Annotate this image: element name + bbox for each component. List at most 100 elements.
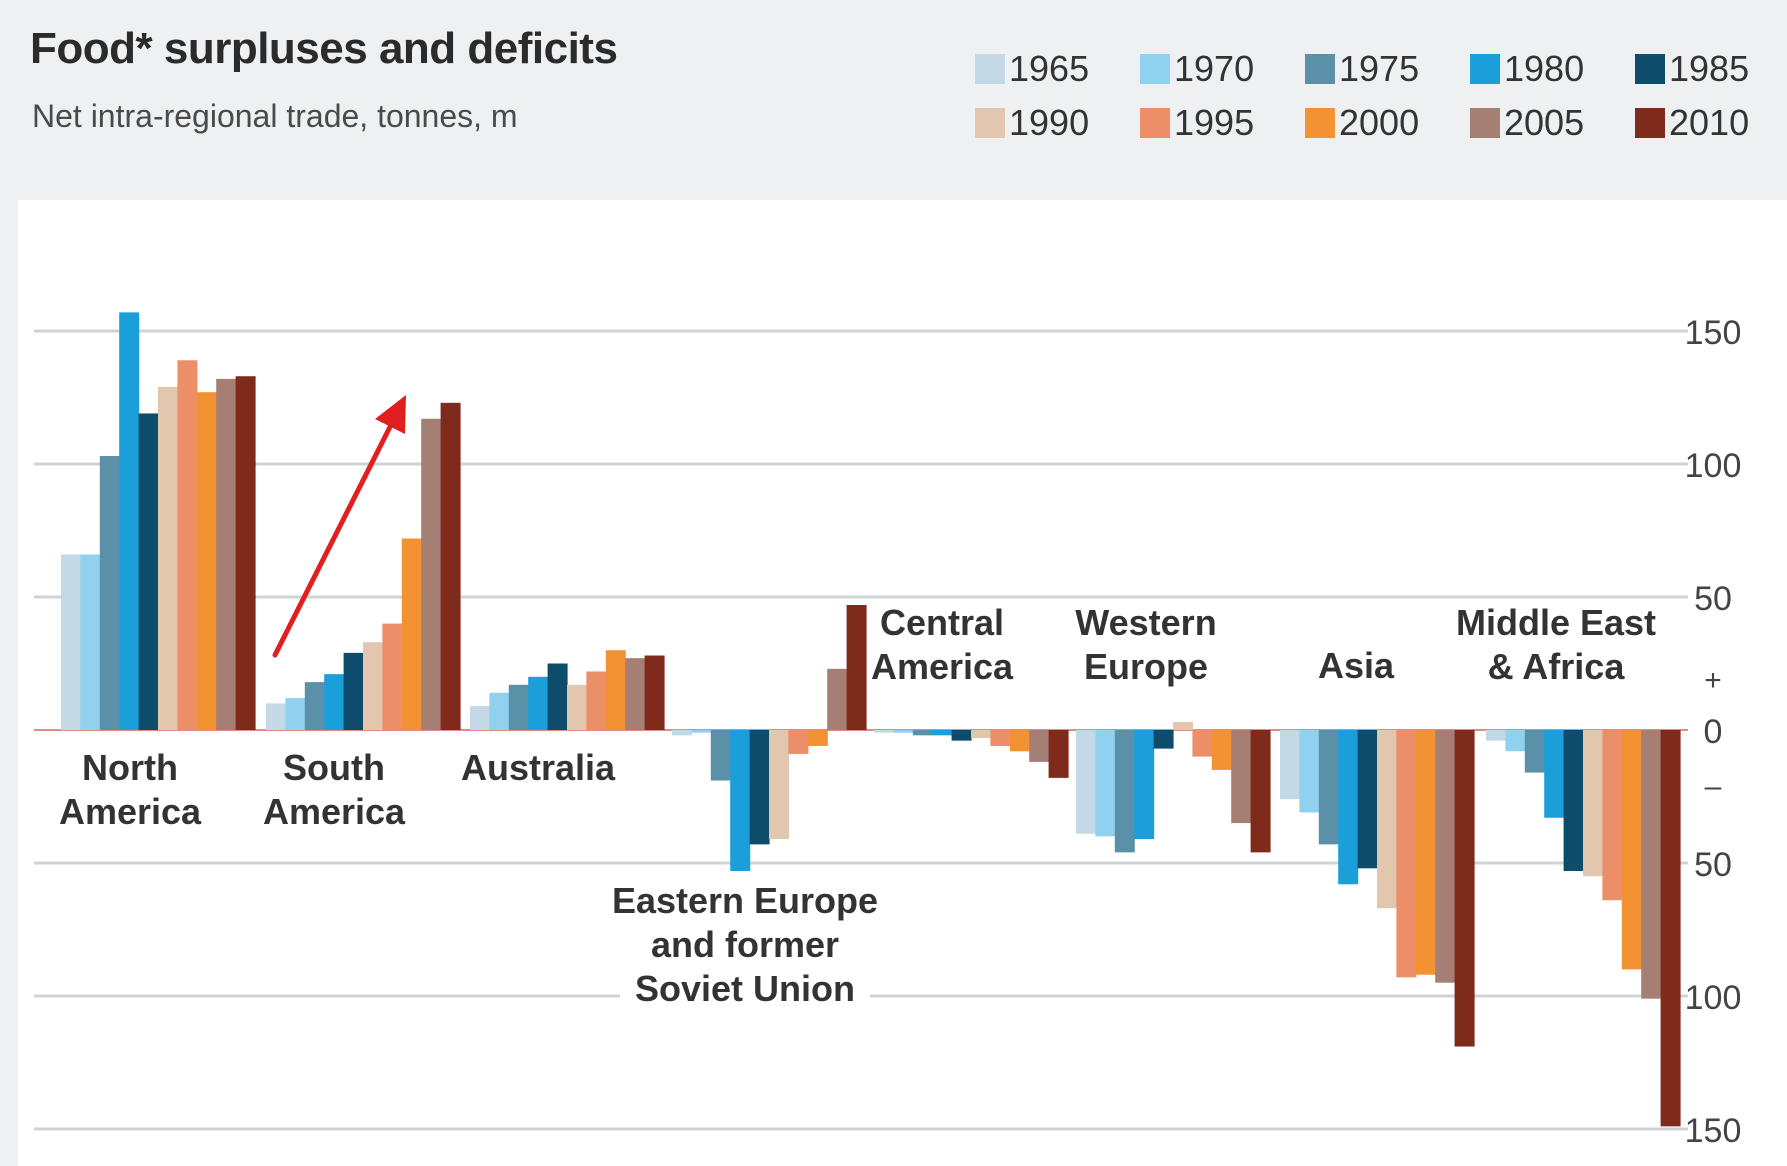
bar-1975 xyxy=(1524,730,1545,773)
bar-1995 xyxy=(788,730,809,754)
bar-1980 xyxy=(1338,730,1359,885)
bar-1980 xyxy=(932,730,953,736)
legend-item-2005: 2005 xyxy=(1470,96,1635,150)
y-tick-label: 50 xyxy=(1694,580,1732,618)
legend-label: 1995 xyxy=(1174,102,1255,143)
bar-1980 xyxy=(1544,730,1565,818)
legend-label: 2000 xyxy=(1339,102,1420,143)
bar-1975 xyxy=(508,684,529,730)
legend-swatch xyxy=(1470,108,1500,138)
y-tick-label: 100 xyxy=(1685,979,1742,1017)
plot-panel: 150 100 50 +0–50 100 150 North America South Amer… xyxy=(18,200,1787,1166)
chart-title: Food* surpluses and deficits xyxy=(30,24,618,73)
bar-1975 xyxy=(304,682,325,730)
bar-2010 xyxy=(440,402,461,730)
legend-swatch xyxy=(975,108,1005,138)
legend-swatch xyxy=(1470,54,1500,84)
legend-item-1990: 1990 xyxy=(975,96,1140,150)
y-tick-label: 50 xyxy=(1694,846,1732,884)
category-label: Eastern Europe and former Soviet Union xyxy=(612,880,878,1009)
bar-1965 xyxy=(470,706,490,730)
category-label-line: Western xyxy=(1075,602,1216,643)
category-label: Middle East & Africa xyxy=(1456,602,1656,687)
category-label-line: America xyxy=(263,791,406,832)
legend-swatch xyxy=(975,54,1005,84)
bar-2010 xyxy=(1454,730,1475,1047)
bar-1970 xyxy=(285,698,306,730)
bar-1970 xyxy=(1095,730,1116,837)
category-label-line: North xyxy=(82,747,178,788)
category-label-line: Asia xyxy=(1318,645,1395,686)
category-label: Central America xyxy=(871,602,1014,687)
bar-1970 xyxy=(1299,730,1320,813)
bar-2000 xyxy=(1009,730,1030,752)
bar-1995 xyxy=(177,360,198,730)
legend-label: 1980 xyxy=(1504,48,1585,89)
bar-1975 xyxy=(1318,730,1339,845)
bar-1990 xyxy=(363,642,383,730)
category-label: North America xyxy=(59,747,202,832)
bar-2000 xyxy=(1211,730,1232,770)
bar-1985 xyxy=(1357,730,1378,869)
legend-item-2010: 2010 xyxy=(1635,96,1787,150)
bar-2000 xyxy=(196,392,217,730)
bar-1990 xyxy=(567,684,587,730)
bar-1990 xyxy=(1377,730,1397,909)
bar-1985 xyxy=(547,663,568,730)
y-tick-label: – xyxy=(1705,770,1722,803)
legend-label: 1990 xyxy=(1009,102,1090,143)
bar-1970 xyxy=(893,730,914,733)
trend-arrow-shaft xyxy=(272,412,399,658)
legend-item-1985: 1985 xyxy=(1635,42,1787,96)
bar-1980 xyxy=(324,674,345,730)
bar-2005 xyxy=(827,668,848,730)
legend-swatch xyxy=(1635,54,1665,84)
legend-label: 1975 xyxy=(1339,48,1420,89)
bar-1985 xyxy=(1563,730,1584,871)
category-label-line: Eastern Europe xyxy=(612,880,878,921)
category-label-line: Soviet Union xyxy=(635,968,855,1009)
legend-swatch xyxy=(1140,108,1170,138)
bar-2005 xyxy=(1641,730,1662,999)
category-label-line: Central xyxy=(880,602,1004,643)
bar-1970 xyxy=(691,730,712,733)
bar-2010 xyxy=(1660,730,1681,1127)
category-label-line: & Africa xyxy=(1488,646,1626,687)
y-tick-label: 150 xyxy=(1685,1112,1742,1150)
legend-swatch xyxy=(1305,108,1335,138)
bar-2010 xyxy=(1250,730,1271,853)
bar-2000 xyxy=(605,650,626,730)
bar-2005 xyxy=(421,418,442,730)
legend-item-1970: 1970 xyxy=(1140,42,1305,96)
bar-1965 xyxy=(672,730,692,736)
bar-1990 xyxy=(769,730,789,840)
category-label: Asia xyxy=(1318,645,1395,686)
legend-label: 2005 xyxy=(1504,102,1585,143)
bar-1970 xyxy=(1505,730,1526,752)
bar-1980 xyxy=(1134,730,1155,840)
bar-1990 xyxy=(158,386,178,730)
y-tick-label: + xyxy=(1704,664,1722,697)
bar-1980 xyxy=(528,676,549,730)
category-label: South America xyxy=(263,747,406,832)
legend-label: 1965 xyxy=(1009,48,1090,89)
bar-1985 xyxy=(951,730,972,741)
category-label-line: America xyxy=(59,791,202,832)
legend-label: 1985 xyxy=(1669,48,1750,89)
category-label: Australia xyxy=(461,747,616,788)
y-tick-label: 100 xyxy=(1685,447,1742,485)
y-tick-label: 0 xyxy=(1704,713,1723,751)
bar-1975 xyxy=(710,730,731,781)
bar-2005 xyxy=(625,658,646,730)
category-label-line: Australia xyxy=(461,747,616,788)
bar-1995 xyxy=(990,730,1011,746)
y-tick-label: 150 xyxy=(1685,314,1742,352)
bar-2000 xyxy=(807,730,828,746)
bar-1995 xyxy=(1602,730,1623,901)
bar-1990 xyxy=(1583,730,1603,877)
bar-2010 xyxy=(1048,730,1069,778)
legend-swatch xyxy=(1140,54,1170,84)
chart-subtitle: Net intra-regional trade, tonnes, m xyxy=(32,98,518,134)
